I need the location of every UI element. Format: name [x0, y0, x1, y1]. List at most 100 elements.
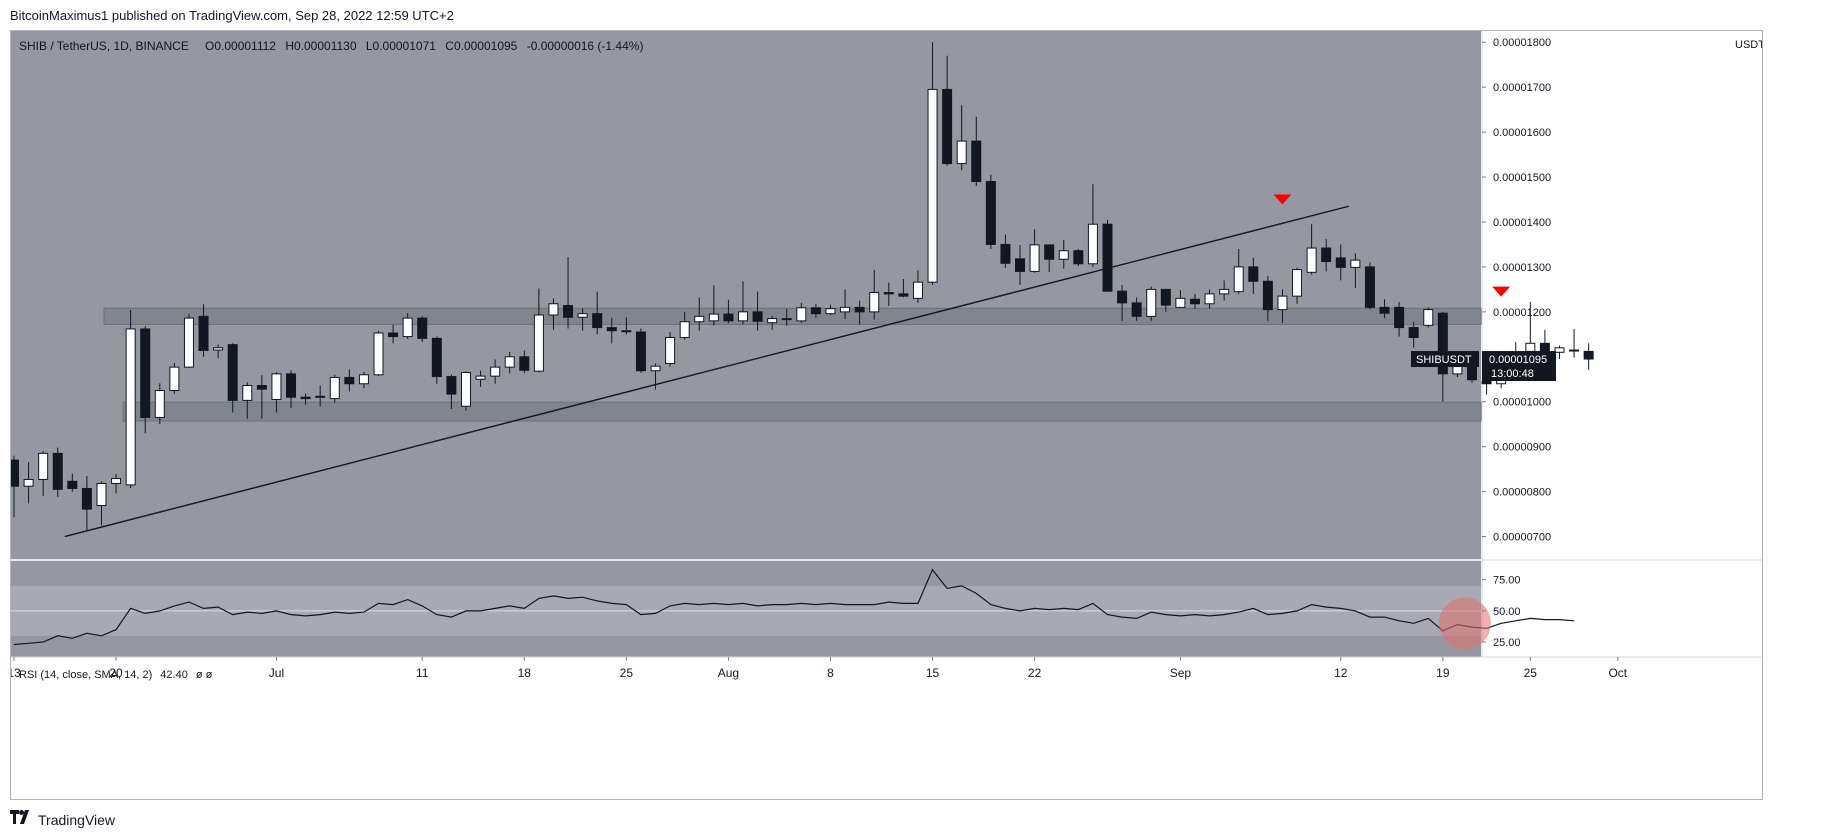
candle-up [183, 313, 194, 369]
candle-up [738, 281, 748, 325]
candle-down [227, 343, 238, 413]
candle-body [767, 318, 778, 324]
resistance-arrow-icon [1273, 194, 1292, 205]
resistance-arrow-icon [1492, 286, 1511, 297]
candle-body [796, 307, 807, 322]
candle-body [504, 356, 515, 368]
candle-body [1364, 266, 1375, 308]
rsi-legend-value: 42.40 [160, 669, 188, 681]
main-pane-bg [11, 31, 1481, 559]
candle-down [344, 369, 355, 392]
candle-body [1189, 298, 1200, 305]
candle-body [1175, 297, 1186, 308]
candle-body [650, 365, 661, 372]
candle-down [606, 317, 617, 344]
price-tick-label: 0.00001400 [1493, 217, 1551, 229]
candle-up [796, 302, 807, 324]
candle-down [519, 350, 530, 373]
footer: TradingView [10, 810, 115, 829]
candle-body [1569, 349, 1580, 352]
candle-up [125, 310, 136, 489]
candle-down [256, 375, 267, 419]
legend-high-label: H [285, 39, 294, 53]
candle-up [1292, 267, 1303, 304]
legend-close-value: 0.00001095 [454, 39, 518, 53]
candle-body [971, 140, 982, 183]
candle-down [388, 324, 399, 344]
candle-up [1175, 290, 1186, 308]
candle-up [679, 311, 690, 340]
candle-up [956, 105, 967, 171]
candle-down [883, 282, 894, 307]
candle-body [402, 317, 413, 338]
candle-up [490, 359, 501, 384]
candle-down [67, 473, 78, 492]
chart-svg[interactable]: 0.00001800 0.00001700 0.00001600 0.00001500… [11, 31, 1762, 799]
price-label-symbol: SHIBUSDT [1416, 354, 1472, 366]
tradingview-logo-icon [10, 810, 32, 829]
time-tick-label: Aug [718, 666, 739, 680]
candle-body [96, 483, 107, 507]
candle-body [388, 332, 399, 338]
price-tick-label: 0.00000800 [1493, 487, 1551, 499]
time-tick-label: 13 [11, 666, 21, 680]
candle-down [723, 299, 734, 324]
candle-up [840, 289, 851, 320]
candle-up [402, 313, 413, 339]
rsi-legend: RSI (14, close, SMA, 14, 2) 42.40 ø ø [19, 669, 213, 681]
candle-body [738, 311, 748, 322]
time-tick-label: 22 [1028, 666, 1042, 680]
candle-body [1423, 309, 1434, 326]
time-tick-label: Sep [1170, 666, 1192, 680]
candle-body [256, 385, 267, 390]
candle-up [1277, 289, 1288, 324]
time-tick-label: 25 [620, 666, 634, 680]
candle-body [621, 330, 632, 333]
time-tick-label: 8 [827, 666, 834, 680]
legend-ohlc: O0.00001112 H0.00001130 L0.00001071 C0.0… [205, 39, 643, 53]
price-tick-label: 0.00001600 [1493, 127, 1551, 139]
candle-body [111, 478, 122, 485]
candle-body [227, 344, 238, 401]
candle-body [825, 308, 836, 315]
candle-body [606, 327, 617, 332]
candle-body [1306, 247, 1317, 273]
candle-body [1015, 258, 1026, 272]
candle-body [1087, 223, 1098, 265]
time-tick-label: 12 [1334, 666, 1348, 680]
candle-body [679, 321, 690, 338]
candle-body [533, 314, 544, 372]
candle-up [1554, 345, 1565, 360]
candle-up [1204, 289, 1215, 309]
legend-high-value: 0.00001130 [294, 39, 357, 53]
time-tick-label: 11 [416, 666, 429, 680]
candle-body [1146, 288, 1157, 317]
candle-body [708, 313, 719, 322]
candle-body [1292, 269, 1303, 297]
candle-body [81, 487, 92, 510]
candle-body [11, 459, 19, 487]
price-tick-label: 0.00001800 [1493, 37, 1551, 49]
candle-up [1306, 224, 1317, 275]
candle-up [460, 371, 471, 411]
candle-body [1204, 293, 1215, 305]
candle-body [1525, 342, 1536, 352]
candle-body [358, 374, 369, 385]
candle-body [1262, 280, 1273, 311]
candle-down [1117, 284, 1128, 321]
candle-up [358, 372, 369, 389]
candle-up [577, 308, 588, 331]
chart-frame[interactable]: 0.00001800 0.00001700 0.00001600 0.00001500… [10, 30, 1763, 800]
candle-body [315, 395, 326, 398]
candle-body [446, 376, 457, 395]
rsi-tick-label: 50.00 [1493, 606, 1521, 618]
price-tick-label: 0.00001000 [1493, 397, 1551, 409]
candle-up [1350, 253, 1361, 289]
candle-body [956, 140, 967, 165]
candle-down [198, 304, 209, 357]
time-tick-label: 18 [518, 666, 532, 680]
time-tick-label: Jul [269, 666, 284, 680]
candle-body [52, 452, 63, 490]
candle-body [198, 315, 209, 351]
candle-down [942, 55, 953, 166]
